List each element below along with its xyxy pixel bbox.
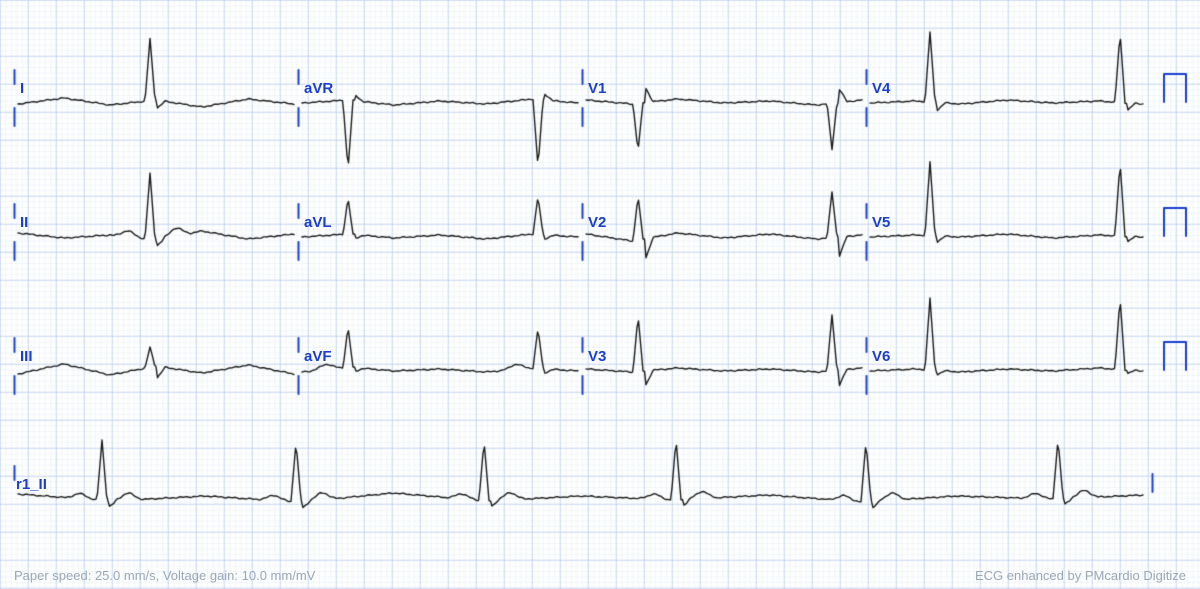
ecg-container: I aVR V1 V4 II aVL V2 V5 III aVF V3 V6 r… [0, 0, 1200, 589]
footer-left-text: Paper speed: 25.0 mm/s, Voltage gain: 10… [14, 568, 315, 583]
ecg-trace-canvas [0, 0, 1200, 589]
footer-right-text: ECG enhanced by PMcardio Digitize [975, 568, 1186, 583]
